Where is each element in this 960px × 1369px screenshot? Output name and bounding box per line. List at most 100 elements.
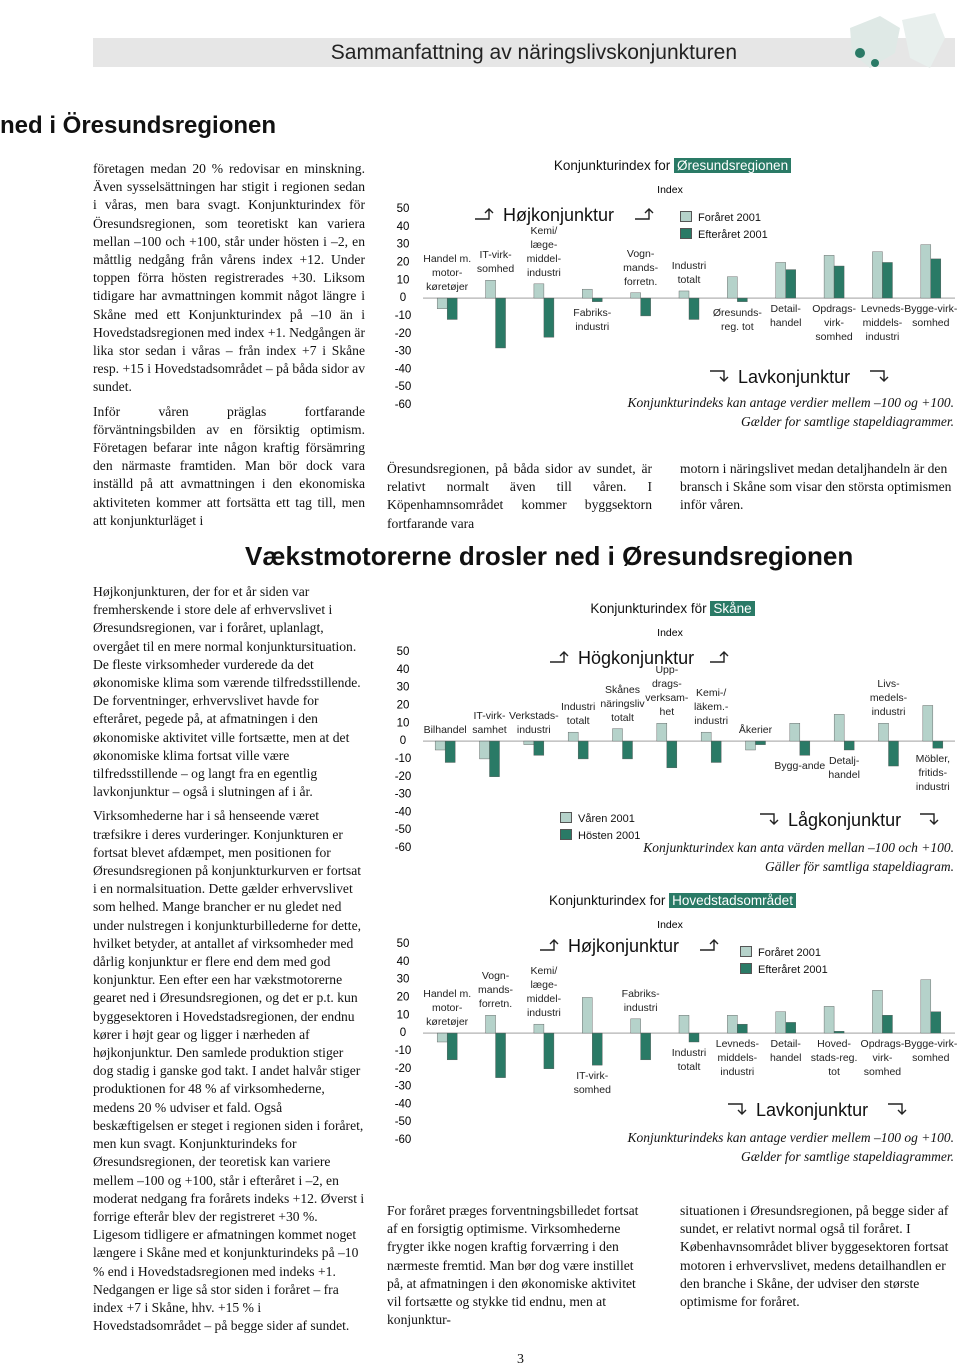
bar: [533, 740, 545, 756]
bar: [582, 288, 593, 299]
y-tick-label: 0: [400, 735, 406, 747]
category-label: Fabriks-industri: [573, 306, 612, 333]
bar: [592, 1032, 603, 1066]
section-title: ned i Öresundsregionen: [0, 112, 277, 139]
chart-note: Konjunkturindeks kan antage verdier mell…: [627, 395, 954, 410]
chart-title: Konjunkturindex för Skåne: [385, 601, 960, 616]
annotation-low: Lavkonjunktur: [738, 367, 851, 387]
y-tick-label: 50: [397, 646, 410, 658]
bar: [479, 740, 490, 760]
chart-note: Gäller för samtliga stapeldiagram.: [764, 859, 954, 874]
bar: [785, 269, 796, 299]
y-tick-label: -20: [395, 771, 412, 783]
chart-title: Konjunkturindex for Øresundsregionen: [385, 158, 960, 173]
category-label: Detail-handel: [769, 303, 802, 330]
bar: [755, 740, 766, 745]
bar: [799, 740, 811, 756]
bar: [872, 990, 883, 1034]
category-label: Åkerier: [738, 724, 773, 737]
bar: [533, 283, 545, 299]
legend-entry: Foråret 2001: [680, 211, 768, 224]
category-label: IT-virk-somhed: [573, 1070, 611, 1097]
bar: [592, 297, 603, 302]
arrow-icon: [700, 939, 719, 951]
bar: [833, 265, 845, 299]
y-tick-label: -40: [395, 1098, 412, 1110]
category-label: Bygg-ande: [774, 760, 826, 773]
arrow-icon: [550, 651, 569, 663]
y-tick-label: -50: [395, 381, 412, 393]
paragraph: Højkonjunkturen, der for et år siden var…: [93, 584, 361, 800]
legend-swatch: [560, 829, 572, 840]
y-tick-label: -30: [395, 346, 412, 358]
y-tick-label: 20: [397, 256, 410, 268]
chart-note: Gælder for samtlige stapeldiagrammer.: [740, 414, 954, 429]
bar: [678, 1015, 690, 1034]
category-label: Øresunds-reg. tot: [712, 306, 762, 333]
paragraph: företagen medan 20 % redovisar en minskn…: [93, 161, 365, 395]
bar: [523, 740, 535, 745]
bar: [678, 290, 690, 299]
legend-label: Hösten 2001: [578, 830, 641, 842]
category-label: Möbler, fritids-industri: [915, 753, 951, 794]
bar: [930, 1011, 942, 1034]
annotation-high: Högkonjunktur: [578, 648, 695, 668]
category-label: Hoved-stads-reg. tot: [810, 1038, 858, 1079]
header-bar: Sammanfattning av näringslivskonjunkture…: [93, 38, 955, 67]
title-highlight: Hovedstadsområdet: [669, 893, 796, 908]
bar: [775, 1011, 786, 1034]
text-column: företagen medan 20 % redovisar en minskn…: [93, 160, 365, 536]
plot: Index 50 40 30 20 10 0 -10 -20 -30 -40 -50 -60: [395, 627, 955, 854]
y-tick-label: 40: [397, 221, 410, 233]
bar: [582, 997, 593, 1034]
bar: [612, 728, 623, 742]
header-title: Sammanfattning av näringslivskonjunkture…: [330, 41, 737, 64]
category-label: Kemi-/ läkem.-industri: [693, 687, 729, 728]
bar: [932, 740, 944, 749]
category-label: Fabriks-industri: [621, 987, 660, 1014]
bar: [495, 297, 506, 349]
arrow-icon: [710, 651, 729, 663]
bar: [630, 1018, 641, 1034]
legend-label: Efteråret 2001: [758, 964, 828, 976]
plot: Index 50 40 30 20 10 0 -10 -20 -30 -40 -50 -60: [395, 184, 955, 411]
category-label: Levneds-middels-industri: [715, 1038, 759, 1079]
category-label: Bygge-virk-somhed: [904, 303, 958, 330]
category-label: Opdrags-virk-somhed: [812, 303, 856, 344]
category-label: Detail-handel: [769, 1038, 802, 1065]
bar: [700, 731, 712, 742]
bar: [930, 258, 942, 299]
y-tick-label: 10: [397, 717, 410, 729]
bar: [727, 276, 738, 299]
category-label: Bilhandel: [423, 724, 467, 737]
category-label: Vogn-mands-forretn.: [623, 247, 659, 288]
y-tick-label: 10: [397, 274, 410, 286]
y-tick-label: -20: [395, 1063, 412, 1075]
legend: Foråret 2001 Efteråret 2001: [680, 211, 768, 245]
bar: [446, 1032, 458, 1061]
y-tick-label: -30: [395, 1081, 412, 1093]
bar: [833, 714, 845, 742]
category-label: Opdrags-virk-somhed: [860, 1038, 905, 1079]
bar: [823, 1006, 835, 1034]
text-column: situationen i Øresundsregionen, på begge…: [680, 1202, 952, 1317]
bar: [789, 723, 801, 742]
y-tick-label: -10: [395, 310, 412, 322]
y-axis-label: Index: [657, 627, 683, 639]
category-label: Industri totalt: [560, 701, 596, 728]
category-label: Kemi/ læge-middel-industri: [526, 965, 562, 1020]
y-tick-label: -50: [395, 824, 412, 836]
category-label: Kemi/ læge-middel-industri: [526, 224, 562, 279]
arrow-icon: [475, 208, 494, 220]
bar: [656, 723, 668, 742]
category-label: Vogn-mands-forretn.: [478, 970, 514, 1011]
bar: [920, 244, 932, 299]
y-tick-label: -40: [395, 363, 412, 375]
text-column: Öresundsregionen, på båda sidor av sunde…: [387, 460, 652, 539]
bar: [446, 297, 458, 320]
bar: [872, 251, 883, 299]
category-label: Verkstads-industri: [509, 710, 559, 737]
y-tick-label: -10: [395, 1045, 412, 1057]
category-label: Detalj-handel: [828, 755, 860, 781]
